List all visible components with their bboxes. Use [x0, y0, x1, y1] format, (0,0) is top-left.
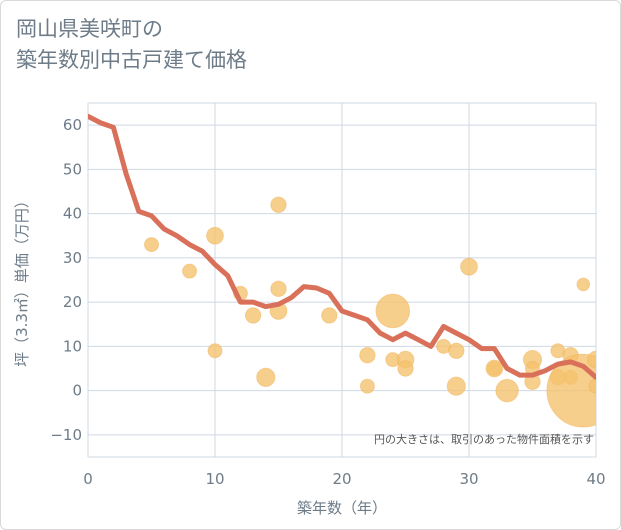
data-bubble: [244, 307, 262, 324]
data-bubble: [495, 378, 519, 403]
data-bubble: [207, 343, 223, 359]
y-tick-label: 0: [72, 382, 82, 400]
tick-labels: 0 10 20 30 40 −10 0 10 20 30 40 50 60: [50, 116, 605, 488]
y-tick-label: 10: [63, 337, 82, 355]
x-tick-label: 20: [332, 470, 351, 488]
x-tick-label: 0: [83, 470, 93, 488]
data-bubble: [448, 342, 465, 359]
size-note: 円の大きさは、取引のあった物件面積を示す: [374, 432, 594, 446]
y-axis-title: 坪（3.3㎡）単価（万円）: [13, 193, 31, 367]
data-bubble: [446, 376, 466, 396]
trend-line: [88, 113, 596, 380]
trend-layer: [88, 113, 596, 380]
chart-title-line1: 岡山県美咲町の: [16, 17, 163, 41]
data-bubble: [460, 257, 478, 276]
data-bubble: [182, 263, 198, 279]
chart-title-line2: 築年数別中古戸建て価格: [16, 48, 247, 72]
data-bubble: [485, 359, 504, 378]
x-tick-label: 10: [205, 470, 224, 488]
y-tick-label: −10: [50, 426, 82, 444]
y-tick-label: 20: [63, 293, 82, 311]
data-bubble: [576, 277, 591, 292]
data-bubble: [397, 360, 414, 377]
y-tick-label: 40: [63, 205, 82, 223]
data-bubble: [359, 378, 375, 394]
data-bubble: [321, 307, 338, 324]
y-tick-label: 50: [63, 160, 82, 178]
data-bubble: [206, 226, 224, 245]
grid-lines: [88, 103, 596, 457]
x-axis-title: 築年数（年）: [297, 499, 387, 517]
y-tick-label: 30: [63, 249, 82, 267]
data-bubble: [546, 353, 596, 428]
chart-title: 岡山県美咲町の 築年数別中古戸建て価格: [16, 14, 247, 76]
data-bubble: [144, 237, 159, 253]
data-bubble: [587, 350, 596, 369]
data-bubble: [270, 196, 287, 213]
data-bubble: [256, 367, 276, 387]
data-bubble: [588, 378, 596, 394]
data-bubble: [375, 293, 411, 329]
x-tick-label: 30: [459, 470, 478, 488]
data-bubble: [359, 347, 376, 364]
data-bubble: [270, 280, 287, 298]
y-tick-label: 60: [63, 116, 82, 134]
x-tick-label: 40: [586, 470, 605, 488]
